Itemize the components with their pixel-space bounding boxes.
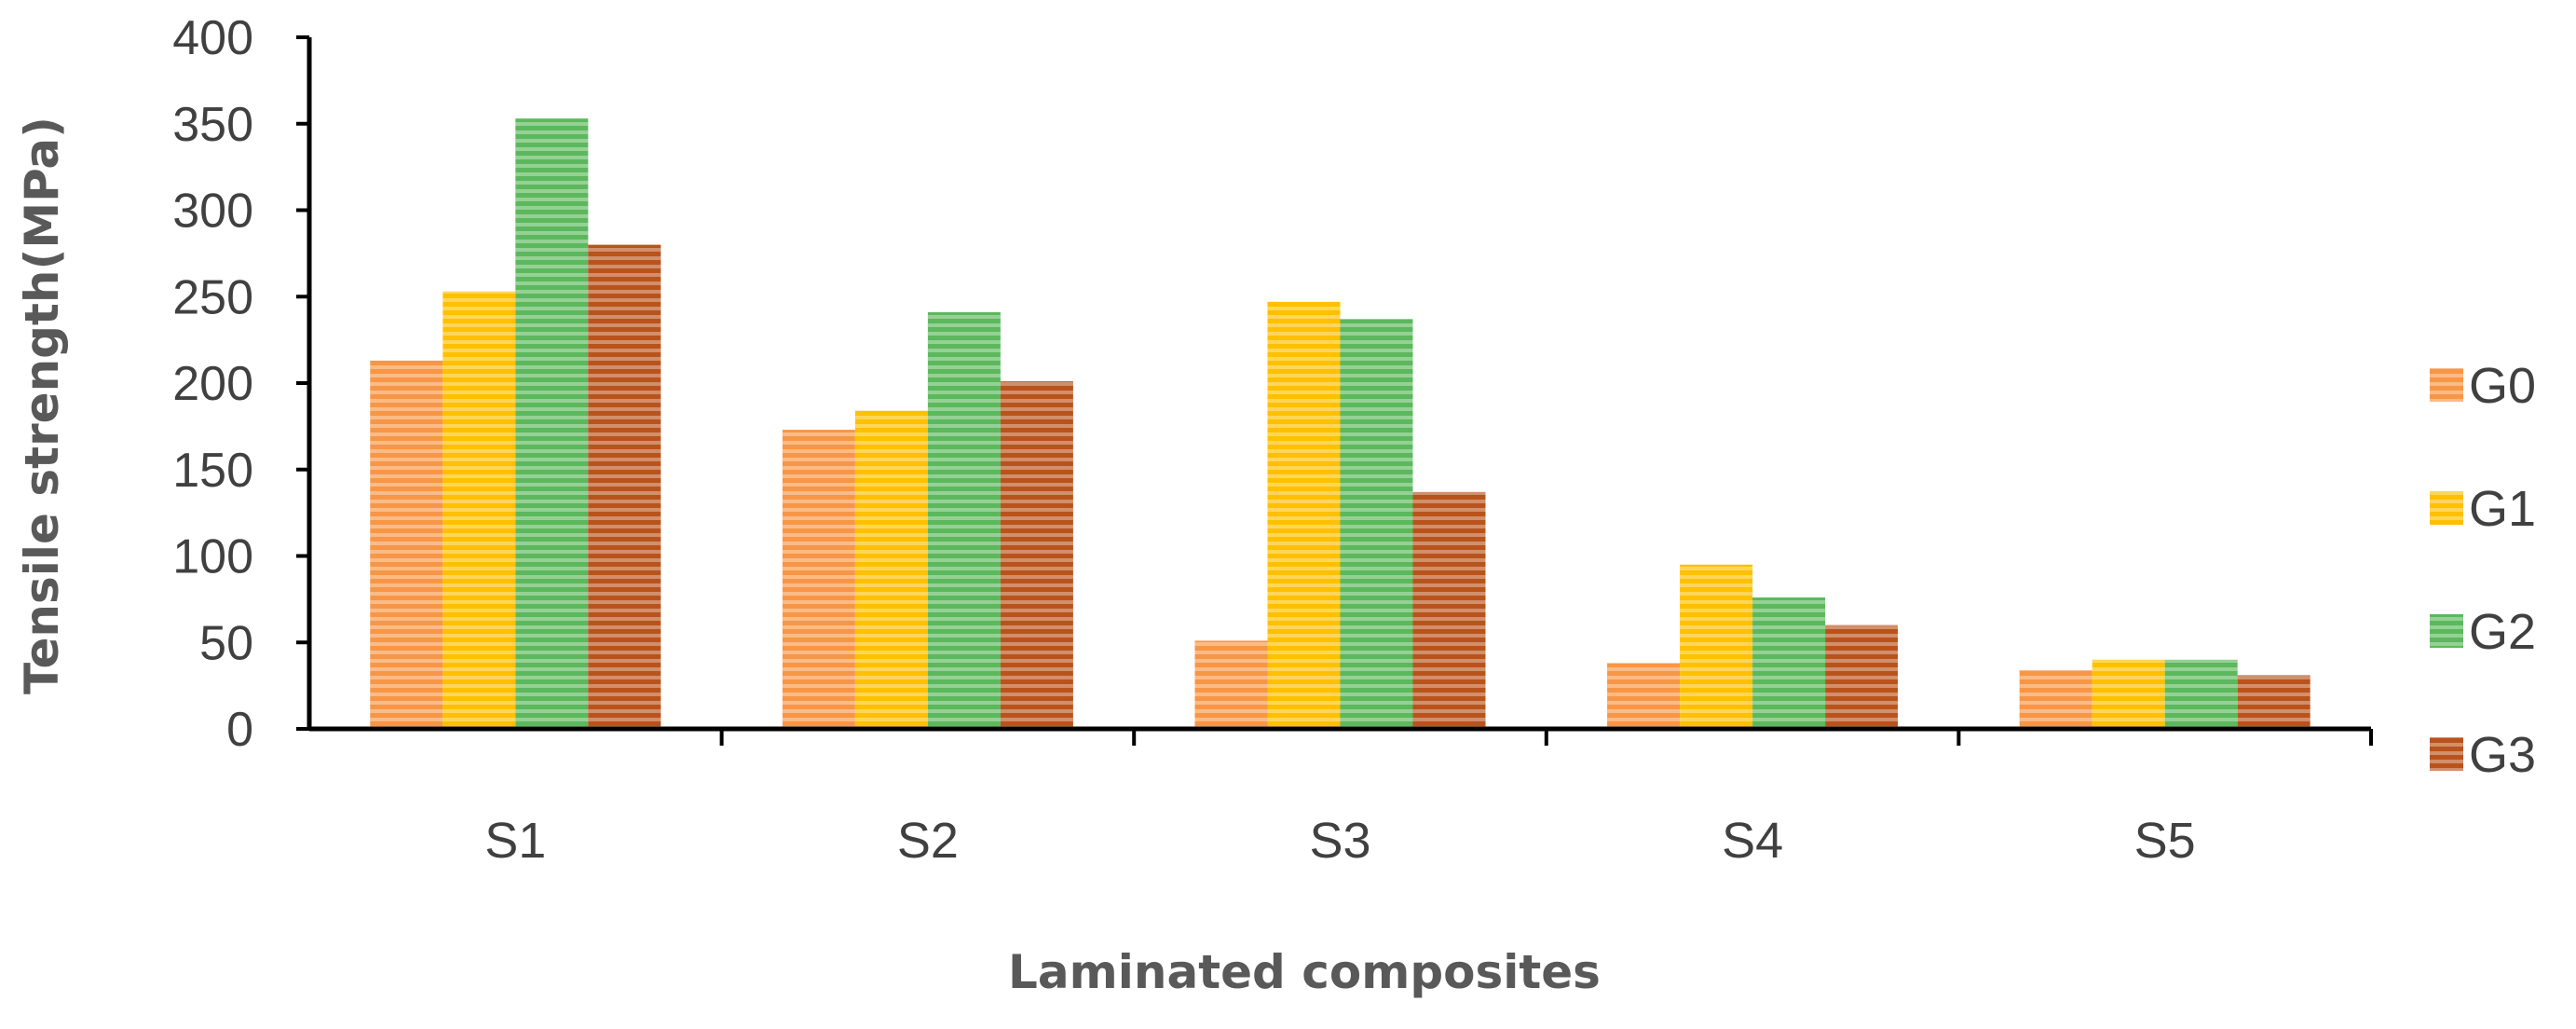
bar-stripe-g2-s4 bbox=[1752, 597, 1826, 729]
bar-stripe-g0-s1 bbox=[370, 360, 443, 729]
bar-stripe-g1-s3 bbox=[1267, 301, 1341, 729]
x-axis-title: Laminated composites bbox=[1008, 945, 1601, 999]
bar-stripe-g1-s4 bbox=[1680, 564, 1753, 729]
x-tick-label: S1 bbox=[484, 813, 546, 869]
bar-stripe-g1-s2 bbox=[854, 410, 928, 729]
bar-stripe-g1-s5 bbox=[2092, 659, 2165, 729]
y-tick-label: 400 bbox=[172, 11, 253, 65]
x-tick-label: S4 bbox=[1722, 813, 1783, 869]
y-tick-label: 300 bbox=[172, 185, 253, 239]
bar-stripe-g2-s3 bbox=[1340, 319, 1413, 729]
legend-swatch-stripe bbox=[2430, 737, 2463, 771]
bar-stripe-g3-s5 bbox=[2237, 675, 2310, 729]
bar-stripe-g2-s1 bbox=[515, 118, 589, 729]
x-ticks: S1 S2 S3 S4 S5 bbox=[484, 729, 2373, 869]
legend: G0 G1 G2 G3 bbox=[2430, 358, 2536, 783]
legend-swatch-stripe bbox=[2430, 491, 2463, 525]
y-tick-label: 100 bbox=[172, 530, 253, 584]
bar-stripe-g0-s2 bbox=[782, 430, 855, 729]
y-tick-label: 200 bbox=[172, 357, 253, 411]
legend-swatch-stripe bbox=[2430, 368, 2463, 402]
x-tick-label: S2 bbox=[897, 813, 959, 869]
legend-swatch-stripe bbox=[2430, 614, 2463, 648]
y-tick-label: 150 bbox=[172, 444, 253, 498]
bar-stripe-g0-s4 bbox=[1607, 663, 1681, 729]
x-tick-label: S3 bbox=[1309, 813, 1370, 869]
legend-label-g1: G1 bbox=[2469, 481, 2536, 537]
y-tick-label: 0 bbox=[226, 703, 253, 757]
bar-stripe-g3-s2 bbox=[1000, 381, 1073, 729]
bar-stripe-g0-s3 bbox=[1194, 640, 1268, 729]
bar-stripe-g3-s3 bbox=[1412, 491, 1486, 729]
y-tick-label: 350 bbox=[172, 98, 253, 152]
x-tick-label: S5 bbox=[2134, 813, 2196, 869]
legend-label-g3: G3 bbox=[2469, 727, 2536, 783]
bar-stripe-g0-s5 bbox=[2019, 669, 2092, 729]
bar-stripe-g2-s2 bbox=[927, 311, 1001, 729]
y-axis-title: Tensile strength(MPa) bbox=[15, 117, 69, 694]
y-tick-label: 50 bbox=[199, 616, 253, 670]
legend-label-g2: G2 bbox=[2469, 604, 2536, 660]
bar-area bbox=[370, 118, 2310, 730]
bar-stripe-g2-s5 bbox=[2164, 659, 2238, 729]
bar-stripe-g1-s1 bbox=[443, 291, 516, 729]
bar-stripe-g3-s4 bbox=[1825, 624, 1899, 729]
legend-label-g0: G0 bbox=[2469, 358, 2536, 414]
y-ticks: 0 50 100 150 200 250 300 350 400 bbox=[172, 11, 309, 757]
y-tick-label: 250 bbox=[172, 270, 253, 324]
bar-stripe-g3-s1 bbox=[588, 244, 661, 730]
